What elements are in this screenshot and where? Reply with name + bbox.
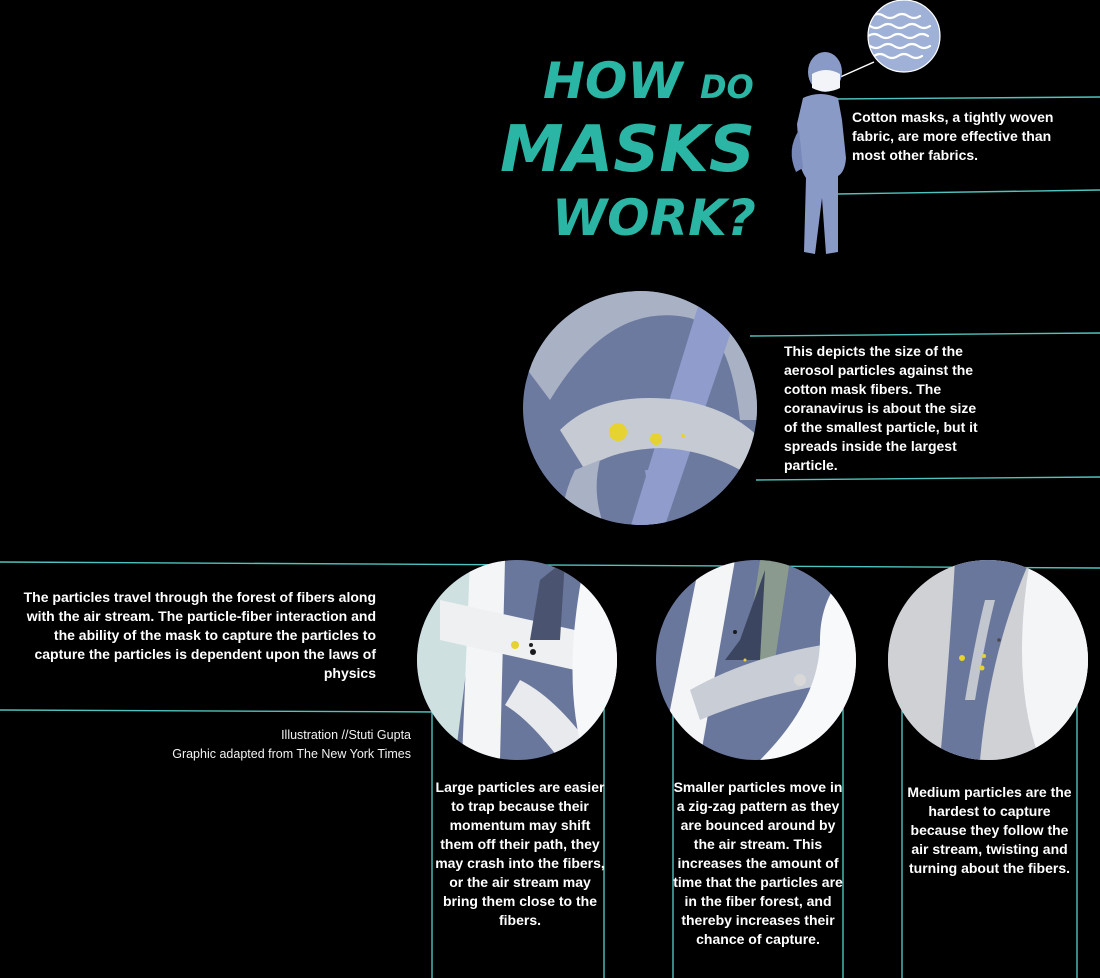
caption-large-particles: Large particles are easier to trap becau…	[435, 779, 605, 928]
large-particle	[609, 423, 627, 441]
small-particles-circle	[656, 560, 856, 760]
large-particles-circle	[417, 560, 617, 760]
caption-small-particles: Smaller particles move in a zig-zag patt…	[673, 779, 843, 947]
medium-particles-circle	[888, 560, 1088, 760]
caption-particle-travel: The particles travel through the forest …	[23, 589, 376, 681]
illustration-credit: Illustration //Stuti Gupta	[281, 728, 411, 742]
title-line-3: WORK?	[552, 189, 756, 247]
guide-lines	[0, 96, 1100, 978]
aerosol-size-circle	[523, 291, 757, 525]
small-particle	[681, 434, 685, 438]
person-figure	[791, 52, 875, 254]
caption-medium-particles: Medium particles are the hardest to capt…	[907, 784, 1072, 876]
source-credit: Graphic adapted from The New York Times	[172, 747, 411, 761]
caption-aerosol-size: This depicts the size of the aerosol par…	[784, 343, 978, 473]
caption-cotton-masks: Cotton masks, a tightly woven fabric, ar…	[852, 109, 1054, 163]
medium-particle	[650, 433, 662, 445]
title-line-2: MASKS	[500, 113, 755, 187]
fabric-magnifier	[867, 0, 941, 73]
title-line-1: HOW DO	[543, 52, 754, 110]
